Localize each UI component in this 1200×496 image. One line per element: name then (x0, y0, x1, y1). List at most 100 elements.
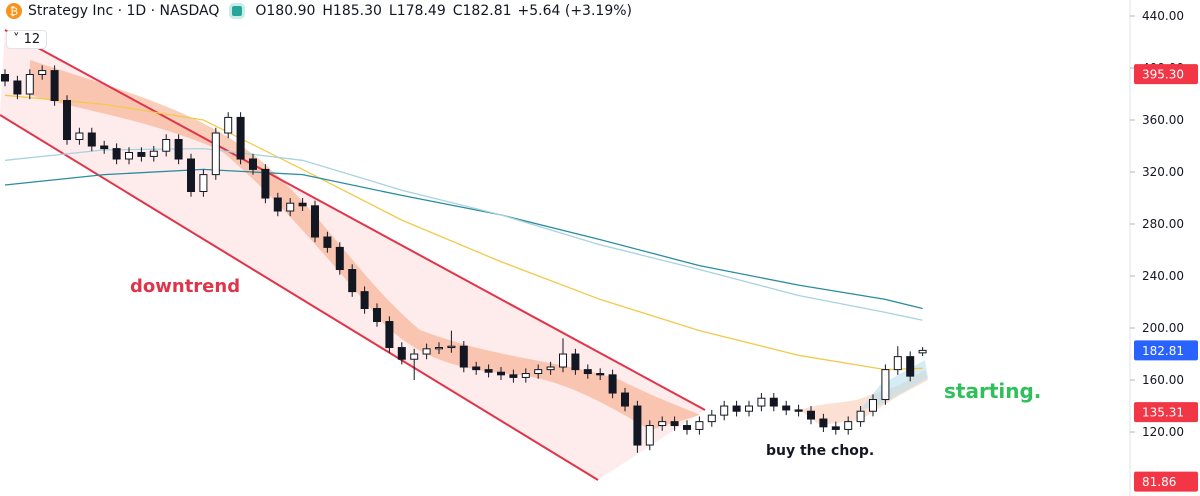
channel-line (4, 29, 706, 411)
candle-body (25, 73, 34, 95)
candle-body (249, 158, 257, 170)
candle-body (807, 410, 815, 420)
price-label-bg (1134, 64, 1198, 85)
candle-body (1, 73, 9, 82)
candle-body (732, 405, 741, 412)
header: ₿ Strategy Inc · 1D · NASDAQ O180.90 H185… (6, 3, 632, 19)
symbol-title[interactable]: Strategy Inc · 1D · NASDAQ (28, 3, 220, 19)
candle-body (63, 100, 71, 141)
candle-body (13, 80, 22, 95)
candle-body (410, 353, 419, 360)
price-label: 135.31 (1142, 406, 1184, 420)
candle-body (645, 425, 654, 446)
candle-body (918, 349, 927, 354)
candle-body (720, 405, 729, 416)
candle-body (906, 356, 915, 377)
candle-body (199, 174, 208, 193)
candle-body (261, 168, 270, 199)
candle-body (286, 202, 295, 212)
ohlc-item: L178.49 (389, 3, 446, 19)
y-tick-label: 120.00 (1142, 425, 1184, 439)
candle-body (596, 373, 605, 376)
price-label: 395.30 (1142, 68, 1184, 82)
candle-body (360, 291, 369, 310)
candle-body (348, 269, 357, 293)
candle-body (447, 345, 456, 349)
moving-average (4, 94, 923, 371)
status-dot (229, 3, 246, 19)
candle-body (435, 347, 443, 350)
candle-body (819, 418, 828, 428)
candle-body (75, 132, 84, 141)
candle-body (521, 373, 530, 378)
candle-body (125, 152, 133, 160)
candle-body (869, 399, 877, 412)
candle-body (534, 369, 543, 375)
candle-body (683, 425, 691, 430)
candle-body (571, 353, 580, 371)
candle-body (385, 321, 394, 349)
candle-body (707, 414, 716, 423)
candle-body (422, 348, 431, 355)
logo: ₿ (6, 3, 22, 19)
interval-button[interactable]: ˅ 12 (6, 30, 48, 49)
candle-body (298, 202, 307, 207)
candle-body (187, 158, 195, 193)
candle-body (769, 397, 778, 407)
candle-body (87, 132, 96, 147)
candle-body (112, 148, 121, 160)
ribbon (30, 60, 700, 430)
annotation: downtrend (130, 276, 240, 297)
candle-body (149, 150, 158, 157)
ohlc-label: O (255, 3, 267, 19)
ohlc: O180.90 H185.30 L178.49 C182.81 (255, 3, 511, 19)
candle-body (546, 366, 555, 371)
candle-body (459, 345, 468, 368)
interval: 12 (23, 32, 41, 47)
candle-body (745, 405, 753, 412)
ohlc-value: 185.30 (332, 3, 382, 19)
candle-body (881, 369, 890, 401)
price-label-bg (1134, 402, 1198, 423)
candle-body (757, 397, 766, 407)
candle-body (311, 205, 319, 238)
annotation: buy the chop. (766, 443, 874, 459)
candle-body (893, 356, 902, 371)
candle-body (509, 374, 518, 378)
candle-body (856, 410, 865, 423)
candle-body (224, 116, 233, 134)
y-tick-label: 200.00 (1142, 321, 1184, 335)
candle-body (373, 308, 381, 323)
y-tick-label: 360.00 (1142, 113, 1184, 127)
ohlc-item: C182.81 (453, 3, 512, 19)
candle-body (484, 369, 493, 373)
ohlc-value: 182.81 (462, 3, 512, 19)
ohlc-label: L (388, 3, 397, 19)
candle-body (658, 421, 667, 427)
ohlc-value: 180.90 (266, 3, 316, 19)
ohlc-label: C (452, 3, 463, 19)
ribbon (800, 370, 928, 425)
candle-body (100, 145, 109, 150)
ohlc-item: O180.90 (255, 3, 315, 19)
candle-body (794, 409, 803, 412)
candle-body (38, 70, 47, 75)
moving-average (4, 147, 923, 321)
candle-body (497, 371, 505, 376)
candle-body (397, 347, 406, 360)
annotation: starting. (944, 379, 1041, 403)
y-tick-label: 160.00 (1142, 373, 1184, 387)
candle-body (162, 139, 171, 152)
candle-body (844, 421, 853, 430)
candle-body (621, 392, 629, 407)
candle-body (831, 426, 840, 430)
price-label: 81.86 (1142, 475, 1176, 489)
y-tick-label: 320.00 (1142, 165, 1184, 179)
change: +5.64 (+3.19%) (517, 3, 632, 19)
candle-body (323, 236, 332, 248)
candle-body (472, 366, 481, 371)
ohlc-label: H (322, 3, 333, 19)
candle-body (695, 421, 704, 430)
